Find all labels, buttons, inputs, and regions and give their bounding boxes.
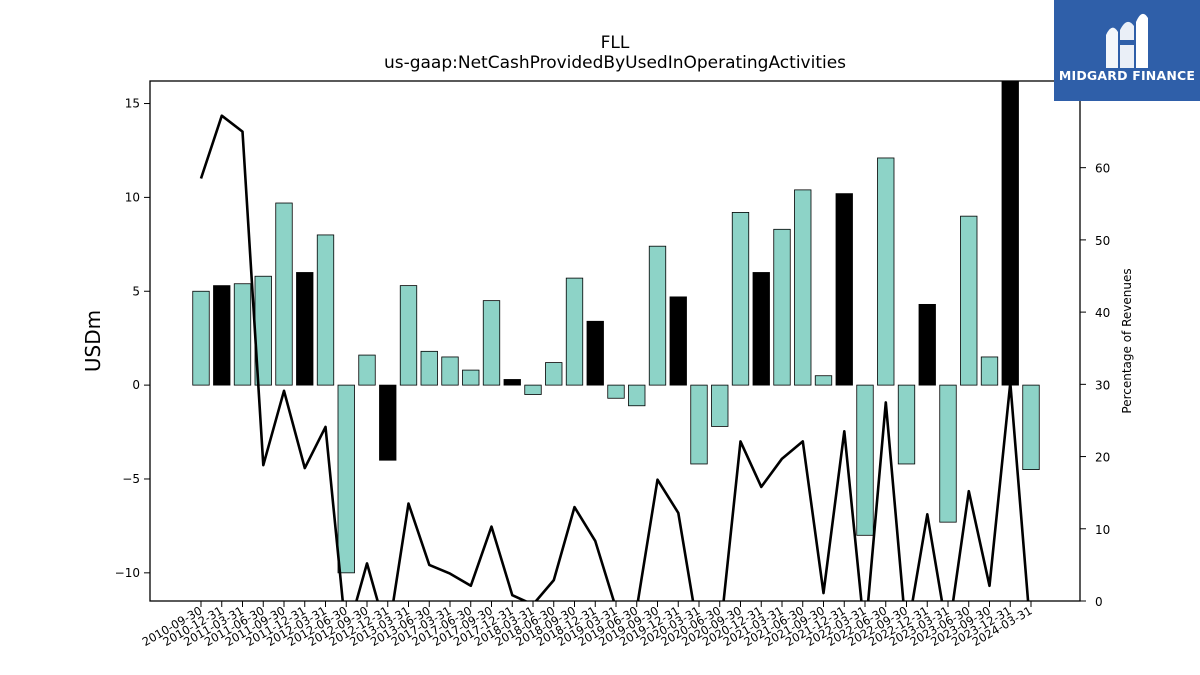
bar-2022-03-31 [856, 384, 874, 536]
bar-2018-12-31 [586, 320, 604, 386]
bar-2010-09-30 [192, 290, 210, 386]
y2-tick-label: 60 [1095, 162, 1110, 176]
line-layer [199, 114, 1030, 601]
y2-tick-label: 50 [1095, 234, 1110, 248]
y-axis-right: 010203040506070 [1080, 89, 1110, 609]
y2-tick-label: 30 [1095, 378, 1110, 392]
bar-2023-06-30 [960, 215, 978, 386]
bar-2017-03-31 [441, 356, 459, 386]
bar-2018-06-30 [545, 362, 563, 386]
bar-2021-12-31 [835, 193, 853, 386]
chart-subtitle: us-gaap:NetCashProvidedByUsedInOperating… [384, 53, 846, 73]
bar-2011-12-31 [296, 272, 314, 386]
y-tick-label: −5 [122, 472, 140, 486]
y-axis-left: −10 −5 0 5 10 15 [115, 97, 150, 580]
bar-2019-12-31 [669, 296, 687, 386]
y2-tick-label: 0 [1095, 595, 1103, 609]
bar-2022-09-30 [897, 384, 916, 465]
y-tick-label: 5 [132, 284, 140, 298]
bar-2021-09-30 [814, 375, 833, 386]
bar-2012-03-31 [316, 234, 335, 386]
bar-2019-09-30 [648, 245, 667, 386]
bar-2012-12-31 [379, 384, 397, 461]
y2-axis-label: Percentage of Revenues [1120, 268, 1134, 413]
y2-tick-label: 20 [1095, 451, 1110, 465]
chart-title: FLL [601, 33, 630, 53]
brand-logo: MIDGARD FINANCE [1054, 0, 1200, 101]
bar-2011-09-30 [275, 202, 293, 386]
bar-2022-06-30 [877, 157, 895, 386]
bar-2023-03-31 [939, 384, 957, 523]
x-axis: 2010-09-302010-12-312011-03-312011-06-30… [140, 601, 1035, 649]
bar-2020-12-31 [752, 272, 770, 386]
bar-2019-06-30 [628, 384, 646, 407]
bar-2017-09-30 [482, 300, 501, 386]
bar-2023-12-31 [1001, 81, 1019, 386]
line-series-percentage [199, 114, 1030, 601]
y-tick-label: 15 [125, 97, 140, 111]
bar-2017-12-31 [503, 379, 521, 386]
bar-2018-03-31 [524, 384, 542, 395]
bars-layer [192, 81, 1040, 574]
bar-2022-12-31 [918, 303, 936, 386]
bar-2024-03-31 [1022, 384, 1040, 470]
bar-2020-09-30 [731, 212, 750, 386]
bar-2023-09-30 [980, 356, 999, 386]
bar-2021-06-30 [794, 189, 812, 386]
y-axis-label: USDm [81, 310, 105, 372]
bar-2010-12-31 [213, 285, 231, 386]
bar-2017-06-30 [462, 369, 480, 386]
midgard-logo-icon [1106, 13, 1148, 68]
y-tick-label: 10 [125, 190, 140, 204]
bar-2021-03-31 [773, 228, 791, 386]
y-tick-label: 0 [132, 378, 140, 392]
y-tick-label: −10 [115, 566, 140, 580]
y2-tick-label: 10 [1095, 523, 1110, 537]
bar-2012-06-30 [337, 384, 355, 574]
bar-2013-03-31 [399, 285, 418, 386]
bar-2019-03-31 [607, 384, 625, 399]
bar-2020-03-31 [690, 384, 708, 465]
bar-2020-06-30 [711, 384, 729, 427]
bar-2011-03-31 [233, 283, 252, 386]
y2-tick-label: 40 [1095, 306, 1110, 320]
plot-frame [149, 80, 1081, 602]
bar-2018-09-30 [565, 277, 584, 386]
bar-2012-09-30 [358, 354, 376, 386]
bar-2013-06-30 [420, 350, 438, 386]
brand-name: MIDGARD FINANCE [1058, 68, 1196, 83]
